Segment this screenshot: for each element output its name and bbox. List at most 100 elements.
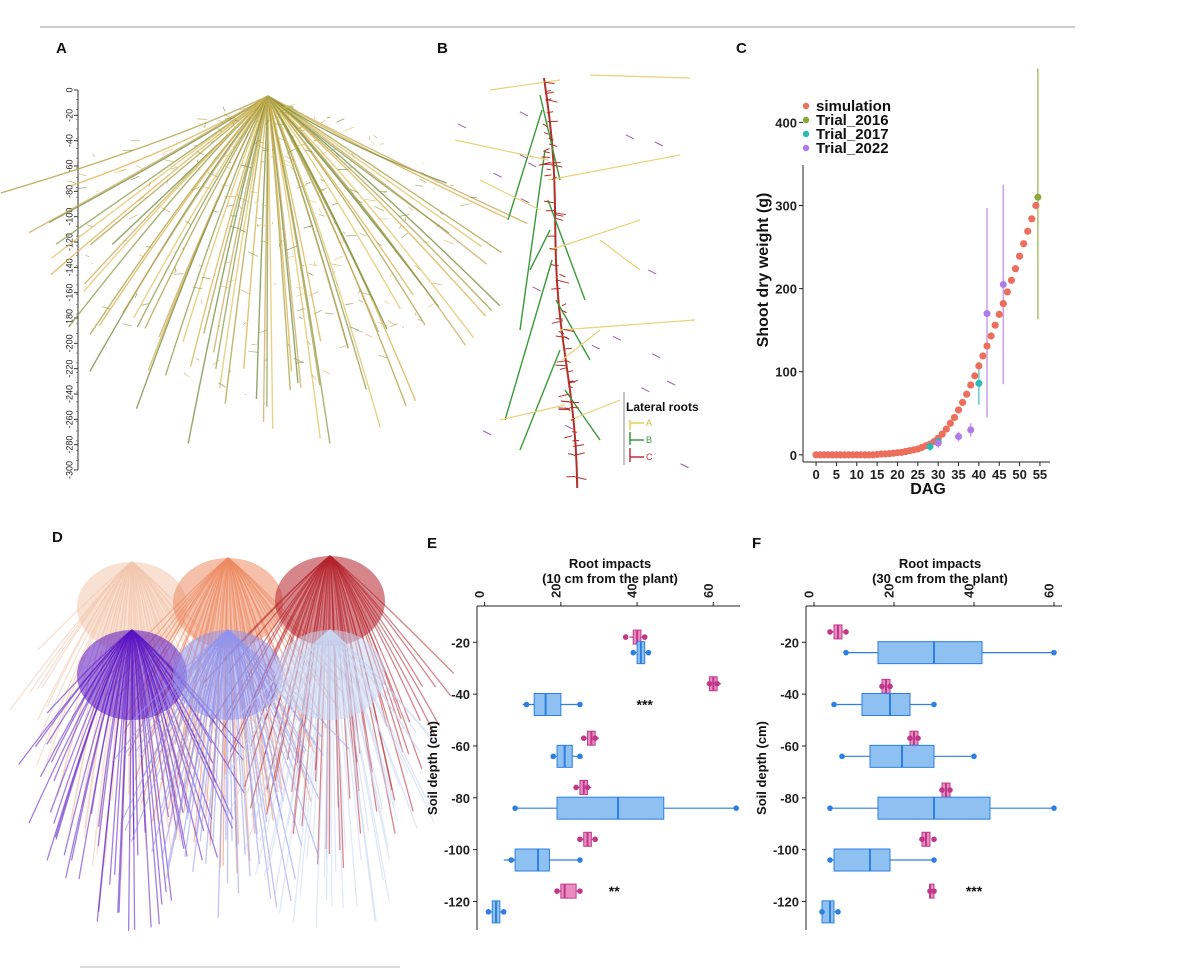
lateral-root-c: [558, 330, 565, 335]
y-tick-label: -40: [451, 687, 470, 702]
lateral-root-tip: [654, 141, 664, 147]
data-point-simulation: [979, 352, 987, 360]
lateral-root-c: [571, 431, 578, 433]
root-hair: [224, 117, 235, 120]
lateral-root-a: [479, 179, 541, 211]
data-point: [577, 888, 583, 894]
root-hair: [162, 153, 165, 156]
lateral-root-tip: [565, 424, 574, 430]
lateral-root-tip: [641, 387, 650, 393]
data-point: [887, 683, 893, 690]
lateral-root-c: [559, 367, 567, 371]
x-tick-label: 5: [833, 467, 840, 482]
lateral-root-c: [543, 200, 554, 204]
data-point: [706, 680, 713, 687]
depth-tick-label: 0: [64, 87, 74, 92]
root-hair: [309, 133, 318, 137]
root-hair: [85, 254, 90, 258]
y-tick-label: -120: [444, 894, 470, 909]
lateral-root-c: [548, 137, 554, 141]
root-strand: [98, 95, 269, 327]
depth-tick-label: -100: [64, 208, 74, 226]
lateral-root-tip: [647, 269, 657, 275]
data-point-trial: [967, 426, 975, 434]
lateral-root-c: [559, 273, 566, 278]
root-strand: [267, 95, 302, 388]
y-tick-label: 100: [775, 365, 797, 380]
data-point: [550, 753, 557, 760]
data-point: [584, 784, 591, 791]
root-hair: [308, 291, 320, 297]
root-hair: [253, 139, 265, 144]
root-hair: [249, 191, 258, 194]
lateral-root-b: [529, 229, 551, 271]
data-point: [843, 649, 849, 656]
root-hair: [248, 350, 259, 353]
root-strand: [187, 95, 269, 444]
root-strand: [189, 95, 269, 367]
root-hair: [239, 228, 246, 233]
lateral-root-b: [547, 199, 586, 301]
lateral-root-tip: [482, 430, 492, 436]
root-hair: [377, 242, 382, 247]
y-tick-label: -60: [451, 739, 470, 754]
panel-label-b: B: [437, 40, 448, 57]
root-hair: [320, 178, 324, 182]
lateral-root-c: [551, 320, 564, 324]
root-hair: [285, 104, 295, 108]
root-hair: [317, 151, 328, 157]
box: [861, 692, 911, 716]
root-strand: [267, 95, 402, 310]
box: [533, 692, 562, 716]
x-tick-label: 0: [812, 467, 819, 482]
y-tick-label: 0: [790, 448, 797, 463]
lateral-root-c: [554, 212, 567, 216]
data-point: [915, 735, 921, 741]
root-hair: [164, 159, 174, 163]
root-strand: [133, 95, 269, 319]
root-hair: [379, 190, 387, 193]
lateral-root-tip: [520, 198, 529, 204]
root-hair: [289, 166, 296, 171]
root-strand: [182, 95, 269, 342]
root-hair: [240, 164, 252, 169]
root-strand: [83, 95, 269, 293]
depth-tick-label: -60: [64, 159, 74, 172]
data-point: [577, 753, 583, 760]
lateral-root-c: [563, 328, 575, 333]
root-hair: [399, 225, 402, 229]
root-hair: [234, 114, 247, 119]
root-hair: [170, 269, 179, 276]
box: [877, 641, 983, 665]
data-point: [577, 836, 583, 843]
x-tick-label: 0: [472, 591, 487, 598]
lateral-root-c: [564, 435, 573, 439]
lateral-root-a: [599, 239, 641, 271]
root-hair: [252, 134, 257, 139]
root-hair: [237, 196, 250, 203]
depth-tick-label: -240: [64, 385, 74, 403]
lateral-root-c: [541, 156, 551, 158]
root-hair: [280, 163, 290, 167]
data-point-trial: [983, 310, 991, 318]
root-hair: [170, 166, 178, 170]
root-hair: [78, 187, 87, 189]
data-point-simulation: [967, 381, 975, 389]
lateral-root-c: [569, 406, 579, 409]
root-hair: [203, 186, 212, 190]
x-tick-label: 30: [931, 467, 945, 482]
lateral-root-c: [569, 401, 580, 404]
root-hair: [313, 261, 316, 267]
lateral-root-tip: [493, 172, 502, 178]
panel-d-root-systems-image: [9, 555, 455, 932]
root-hair: [120, 169, 127, 171]
x-tick-label: 60: [1041, 584, 1056, 598]
lateral-root-c: [551, 287, 561, 290]
data-point: [577, 701, 583, 708]
root-hair: [349, 326, 359, 331]
lateral-roots-drawing: [454, 74, 696, 489]
lateral-roots-legend: Lateral roots A B C: [623, 392, 699, 465]
root-hair: [130, 175, 140, 181]
lateral-root-c: [556, 360, 567, 363]
